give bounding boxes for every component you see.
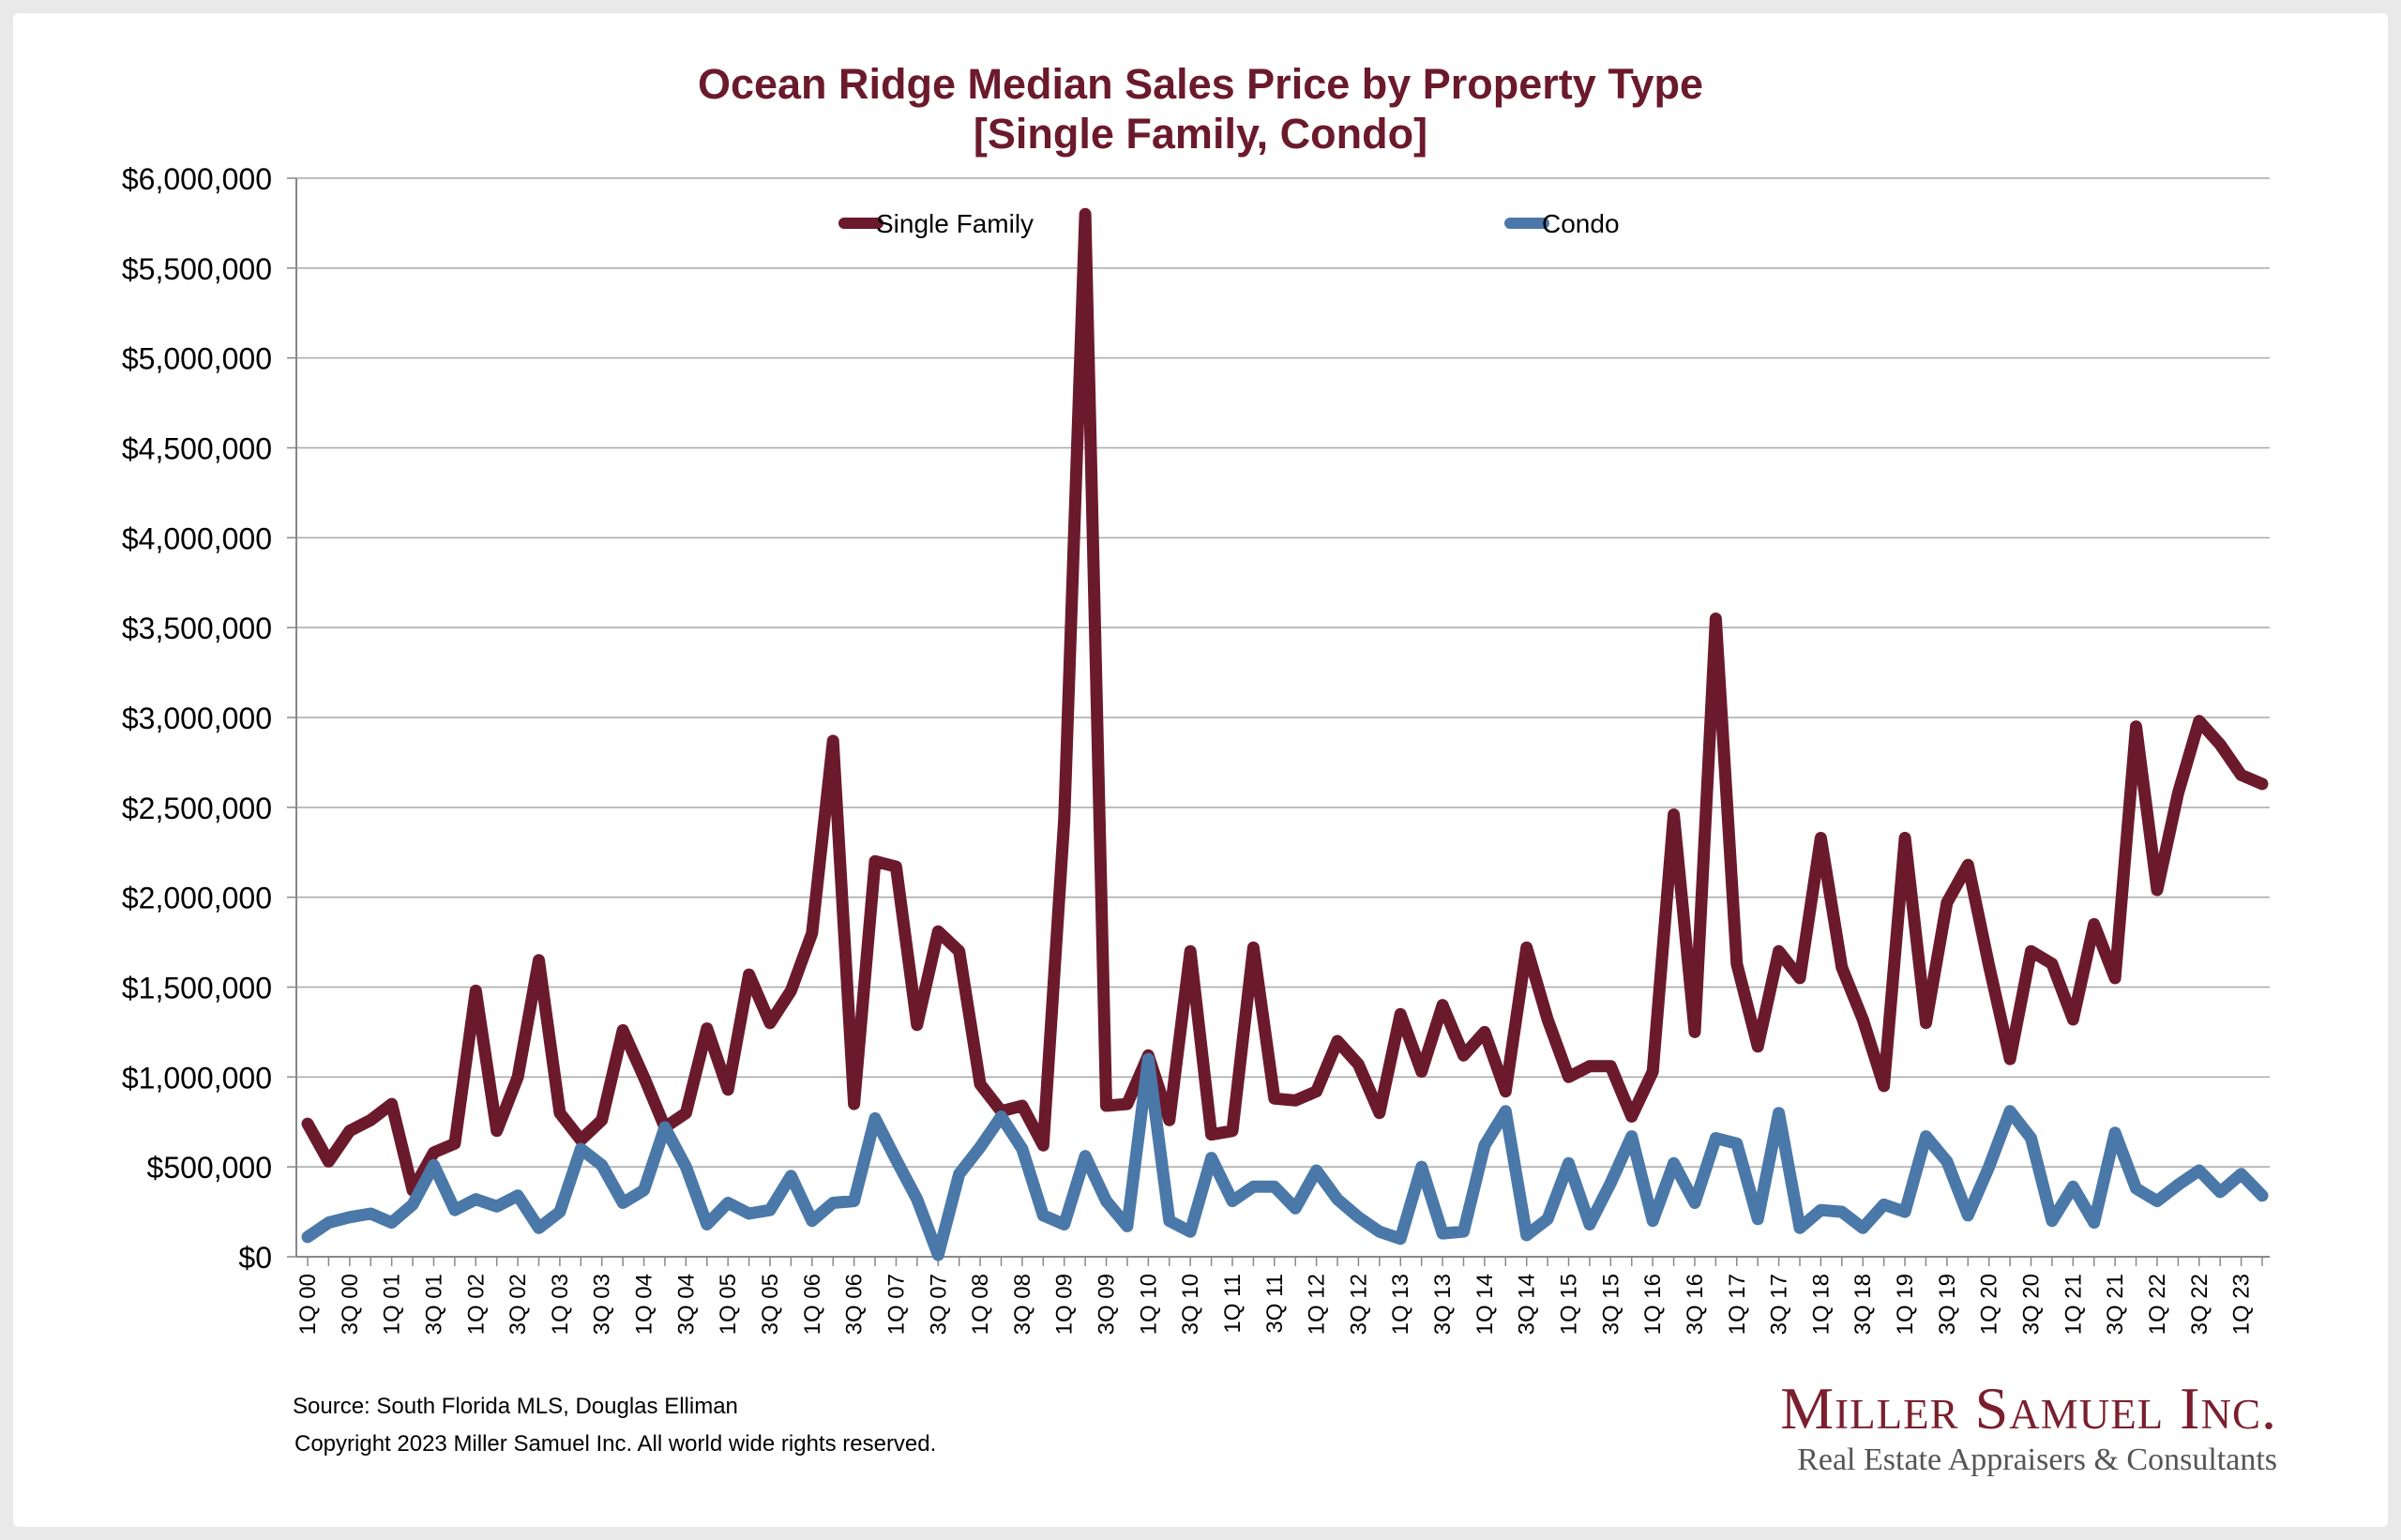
x-tick-label: 3Q 06 bbox=[842, 1274, 868, 1335]
x-tick-label: 1Q 07 bbox=[883, 1274, 909, 1335]
x-tick-label: 3Q 13 bbox=[1430, 1274, 1456, 1335]
x-tick-label: 1Q 04 bbox=[632, 1274, 657, 1335]
x-tick-label: 1Q 02 bbox=[463, 1274, 489, 1335]
x-tick-label: 1Q 20 bbox=[1977, 1274, 2002, 1335]
x-tick-label: 1Q 01 bbox=[380, 1274, 405, 1335]
x-tick-label: 1Q 03 bbox=[548, 1274, 573, 1335]
x-tick-label: 1Q 05 bbox=[716, 1274, 741, 1335]
x-tick-label: 3Q 09 bbox=[1095, 1274, 1120, 1335]
x-tick-label: 3Q 11 bbox=[1262, 1274, 1288, 1334]
x-tick-label: 3Q 18 bbox=[1850, 1274, 1876, 1335]
x-tick-label: 1Q 16 bbox=[1640, 1274, 1666, 1335]
x-tick-label: 1Q 18 bbox=[1808, 1274, 1834, 1335]
y-tick-label: $5,500,000 bbox=[122, 252, 272, 286]
x-tick-label: 3Q 02 bbox=[506, 1274, 531, 1335]
company-logo: Miller Samuel Inc. bbox=[1780, 1374, 2277, 1443]
x-tick-label: 3Q 16 bbox=[1683, 1274, 1708, 1335]
x-tick-label: 1Q 19 bbox=[1893, 1274, 1918, 1335]
x-tick-label: 1Q 08 bbox=[968, 1274, 993, 1335]
y-tick-label: $3,500,000 bbox=[122, 611, 272, 645]
company-tagline: Real Estate Appraisers & Consultants bbox=[1797, 1442, 2277, 1477]
y-axis-ticks: $0 $500,000 $1,000,000 $1,500,000 $2,000,000… bbox=[122, 162, 296, 1275]
y-tick-label: $2,000,000 bbox=[122, 882, 272, 915]
x-tick-label: 3Q 07 bbox=[926, 1274, 951, 1335]
x-tick-label: 1Q 21 bbox=[2061, 1274, 2086, 1335]
x-tick-label: 3Q 20 bbox=[2019, 1274, 2045, 1335]
series-lines bbox=[301, 207, 2269, 1261]
single-family-line bbox=[301, 207, 2269, 1197]
x-tick-label: 3Q 05 bbox=[758, 1274, 783, 1335]
x-tick-label: 1Q 00 bbox=[295, 1274, 321, 1335]
x-tick-label: 3Q 14 bbox=[1515, 1274, 1540, 1335]
copyright-note: Copyright 2023 Miller Samuel Inc. All wo… bbox=[294, 1431, 937, 1457]
legend: Single Family Condo bbox=[838, 209, 1620, 238]
y-tick-label: $4,500,000 bbox=[122, 432, 272, 466]
condo-line bbox=[301, 1052, 2269, 1261]
chart-card bbox=[13, 13, 2388, 1527]
x-tick-label: 3Q 22 bbox=[2187, 1274, 2212, 1335]
chart-subtitle: [Single Family, Condo] bbox=[973, 110, 1428, 158]
chart-title: Ocean Ridge Median Sales Price by Proper… bbox=[697, 60, 1704, 108]
x-tick-label: 3Q 08 bbox=[1010, 1274, 1035, 1335]
y-tick-label: $6,000,000 bbox=[122, 162, 272, 196]
x-tick-label: 1Q 11 bbox=[1220, 1274, 1246, 1334]
y-tick-label: $1,500,000 bbox=[122, 972, 272, 1005]
x-tick-label: 3Q 10 bbox=[1178, 1274, 1203, 1335]
x-tick-label: 1Q 06 bbox=[800, 1274, 825, 1335]
x-tick-label: 3Q 17 bbox=[1767, 1274, 1792, 1335]
x-tick-label: 3Q 19 bbox=[1935, 1274, 1960, 1335]
y-tick-label: $3,000,000 bbox=[122, 702, 272, 735]
y-tick-label: $4,000,000 bbox=[122, 521, 272, 555]
y-tick-label: $5,000,000 bbox=[122, 342, 272, 376]
x-tick-label: 1Q 23 bbox=[2229, 1274, 2255, 1335]
legend-label: Condo bbox=[1542, 209, 1620, 238]
y-tick-label: $0 bbox=[238, 1241, 272, 1275]
x-tick-label: 3Q 21 bbox=[2103, 1274, 2128, 1335]
x-tick-label: 3Q 15 bbox=[1598, 1274, 1623, 1335]
source-note: Source: South Florida MLS, Douglas Ellim… bbox=[293, 1394, 738, 1419]
y-tick-label: $1,000,000 bbox=[122, 1061, 272, 1095]
legend-label: Single Family bbox=[876, 209, 1034, 238]
x-tick-label: 3Q 00 bbox=[338, 1274, 363, 1335]
y-tick-label: $500,000 bbox=[147, 1151, 272, 1185]
x-tick-label: 1Q 14 bbox=[1472, 1274, 1498, 1335]
x-tick-label: 1Q 17 bbox=[1725, 1274, 1750, 1335]
x-tick-label: 3Q 04 bbox=[673, 1274, 699, 1335]
gridlines bbox=[296, 177, 2270, 1168]
x-tick-label: 3Q 03 bbox=[590, 1274, 615, 1335]
y-tick-label: $2,500,000 bbox=[122, 792, 272, 825]
x-tick-label: 1Q 09 bbox=[1052, 1274, 1078, 1335]
x-tick-label: 1Q 15 bbox=[1557, 1274, 1582, 1335]
x-tick-label: 1Q 12 bbox=[1305, 1274, 1330, 1335]
x-tick-label: 1Q 13 bbox=[1388, 1274, 1413, 1335]
x-tick-label: 3Q 12 bbox=[1346, 1274, 1371, 1335]
x-tick-label: 3Q 01 bbox=[421, 1274, 446, 1335]
x-tick-label: 1Q 22 bbox=[2145, 1274, 2170, 1335]
company-name: Miller Samuel Inc. bbox=[1780, 1375, 2277, 1442]
x-axis-ticks: 1Q 00 3Q 00 1Q 01 3Q 01 1Q 02 3Q 02 1Q 03 3Q 03… bbox=[295, 1257, 2263, 1335]
x-tick-label: 1Q 10 bbox=[1136, 1274, 1161, 1335]
